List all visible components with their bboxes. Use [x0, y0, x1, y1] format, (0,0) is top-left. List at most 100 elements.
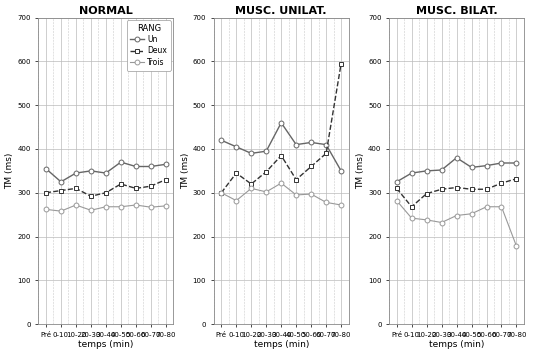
Trois	[248, 186, 254, 191]
Trois	[308, 192, 314, 196]
Un	[438, 168, 445, 172]
Un	[293, 142, 300, 147]
Deux	[454, 185, 460, 190]
Title: NORMAL: NORMAL	[79, 6, 133, 16]
Deux	[148, 184, 154, 188]
Line: Un: Un	[44, 160, 168, 184]
Un	[498, 161, 505, 165]
Un	[393, 180, 400, 184]
Trois	[43, 207, 49, 212]
Deux	[293, 178, 300, 182]
Deux	[423, 191, 430, 196]
Deux	[43, 191, 49, 195]
Trois	[483, 204, 490, 209]
Un	[72, 171, 79, 175]
Deux	[88, 194, 94, 198]
Un	[133, 164, 139, 169]
Deux	[393, 186, 400, 191]
Un	[278, 121, 285, 125]
Line: Deux: Deux	[394, 176, 519, 209]
X-axis label: temps (min): temps (min)	[429, 340, 484, 349]
Line: Trois: Trois	[219, 181, 344, 207]
Title: MUSC. BILAT.: MUSC. BILAT.	[416, 6, 497, 16]
Deux	[498, 181, 505, 185]
Line: Un: Un	[394, 155, 519, 184]
Un	[88, 169, 94, 173]
Line: Trois: Trois	[394, 198, 519, 248]
Un	[408, 171, 415, 175]
Deux	[469, 187, 475, 191]
Line: Trois: Trois	[44, 203, 168, 214]
Deux	[103, 191, 109, 195]
Deux	[58, 189, 64, 193]
Deux	[338, 61, 344, 66]
Un	[43, 166, 49, 171]
Trois	[454, 213, 460, 218]
Un	[483, 164, 490, 168]
Trois	[218, 191, 224, 195]
Deux	[233, 171, 239, 175]
Deux	[118, 182, 124, 186]
Trois	[293, 193, 300, 197]
Un	[323, 142, 329, 147]
Un	[338, 169, 344, 173]
Y-axis label: TM (ms): TM (ms)	[181, 153, 190, 189]
Trois	[58, 209, 64, 213]
Trois	[323, 200, 329, 204]
Deux	[248, 182, 254, 186]
Un	[469, 165, 475, 169]
Line: Deux: Deux	[219, 61, 344, 195]
Deux	[133, 186, 139, 191]
Trois	[393, 198, 400, 203]
Trois	[72, 203, 79, 207]
Line: Deux: Deux	[44, 177, 168, 199]
Un	[118, 160, 124, 164]
Trois	[469, 212, 475, 216]
Line: Un: Un	[219, 120, 344, 173]
Un	[58, 180, 64, 184]
Deux	[513, 177, 520, 181]
Un	[308, 140, 314, 144]
Un	[218, 138, 224, 142]
Trois	[423, 218, 430, 222]
Y-axis label: TM (ms): TM (ms)	[5, 153, 14, 189]
Un	[103, 171, 109, 175]
Trois	[88, 208, 94, 212]
Deux	[278, 153, 285, 158]
Un	[513, 161, 520, 165]
Deux	[323, 151, 329, 155]
Deux	[72, 186, 79, 191]
Deux	[218, 191, 224, 195]
Trois	[263, 190, 270, 194]
Un	[163, 162, 169, 166]
Un	[263, 149, 270, 153]
Trois	[498, 204, 505, 209]
Deux	[438, 187, 445, 191]
Trois	[438, 220, 445, 225]
Trois	[338, 203, 344, 207]
Un	[423, 169, 430, 173]
Un	[148, 164, 154, 169]
Legend: Un, Deux, Trois: Un, Deux, Trois	[127, 20, 171, 71]
Trois	[118, 204, 124, 209]
Trois	[408, 216, 415, 220]
Deux	[483, 187, 490, 191]
Trois	[513, 244, 520, 248]
Deux	[308, 164, 314, 169]
Un	[454, 155, 460, 160]
Deux	[408, 204, 415, 209]
Trois	[148, 205, 154, 209]
Trois	[163, 204, 169, 208]
Trois	[103, 204, 109, 209]
Trois	[233, 198, 239, 203]
Trois	[133, 203, 139, 207]
Title: MUSC. UNILAT.: MUSC. UNILAT.	[236, 6, 327, 16]
Deux	[163, 178, 169, 182]
Un	[248, 151, 254, 155]
X-axis label: temps (min): temps (min)	[254, 340, 309, 349]
Trois	[278, 181, 285, 185]
Deux	[263, 170, 270, 174]
Y-axis label: TM (ms): TM (ms)	[356, 153, 365, 189]
Un	[233, 145, 239, 149]
X-axis label: temps (min): temps (min)	[78, 340, 134, 349]
